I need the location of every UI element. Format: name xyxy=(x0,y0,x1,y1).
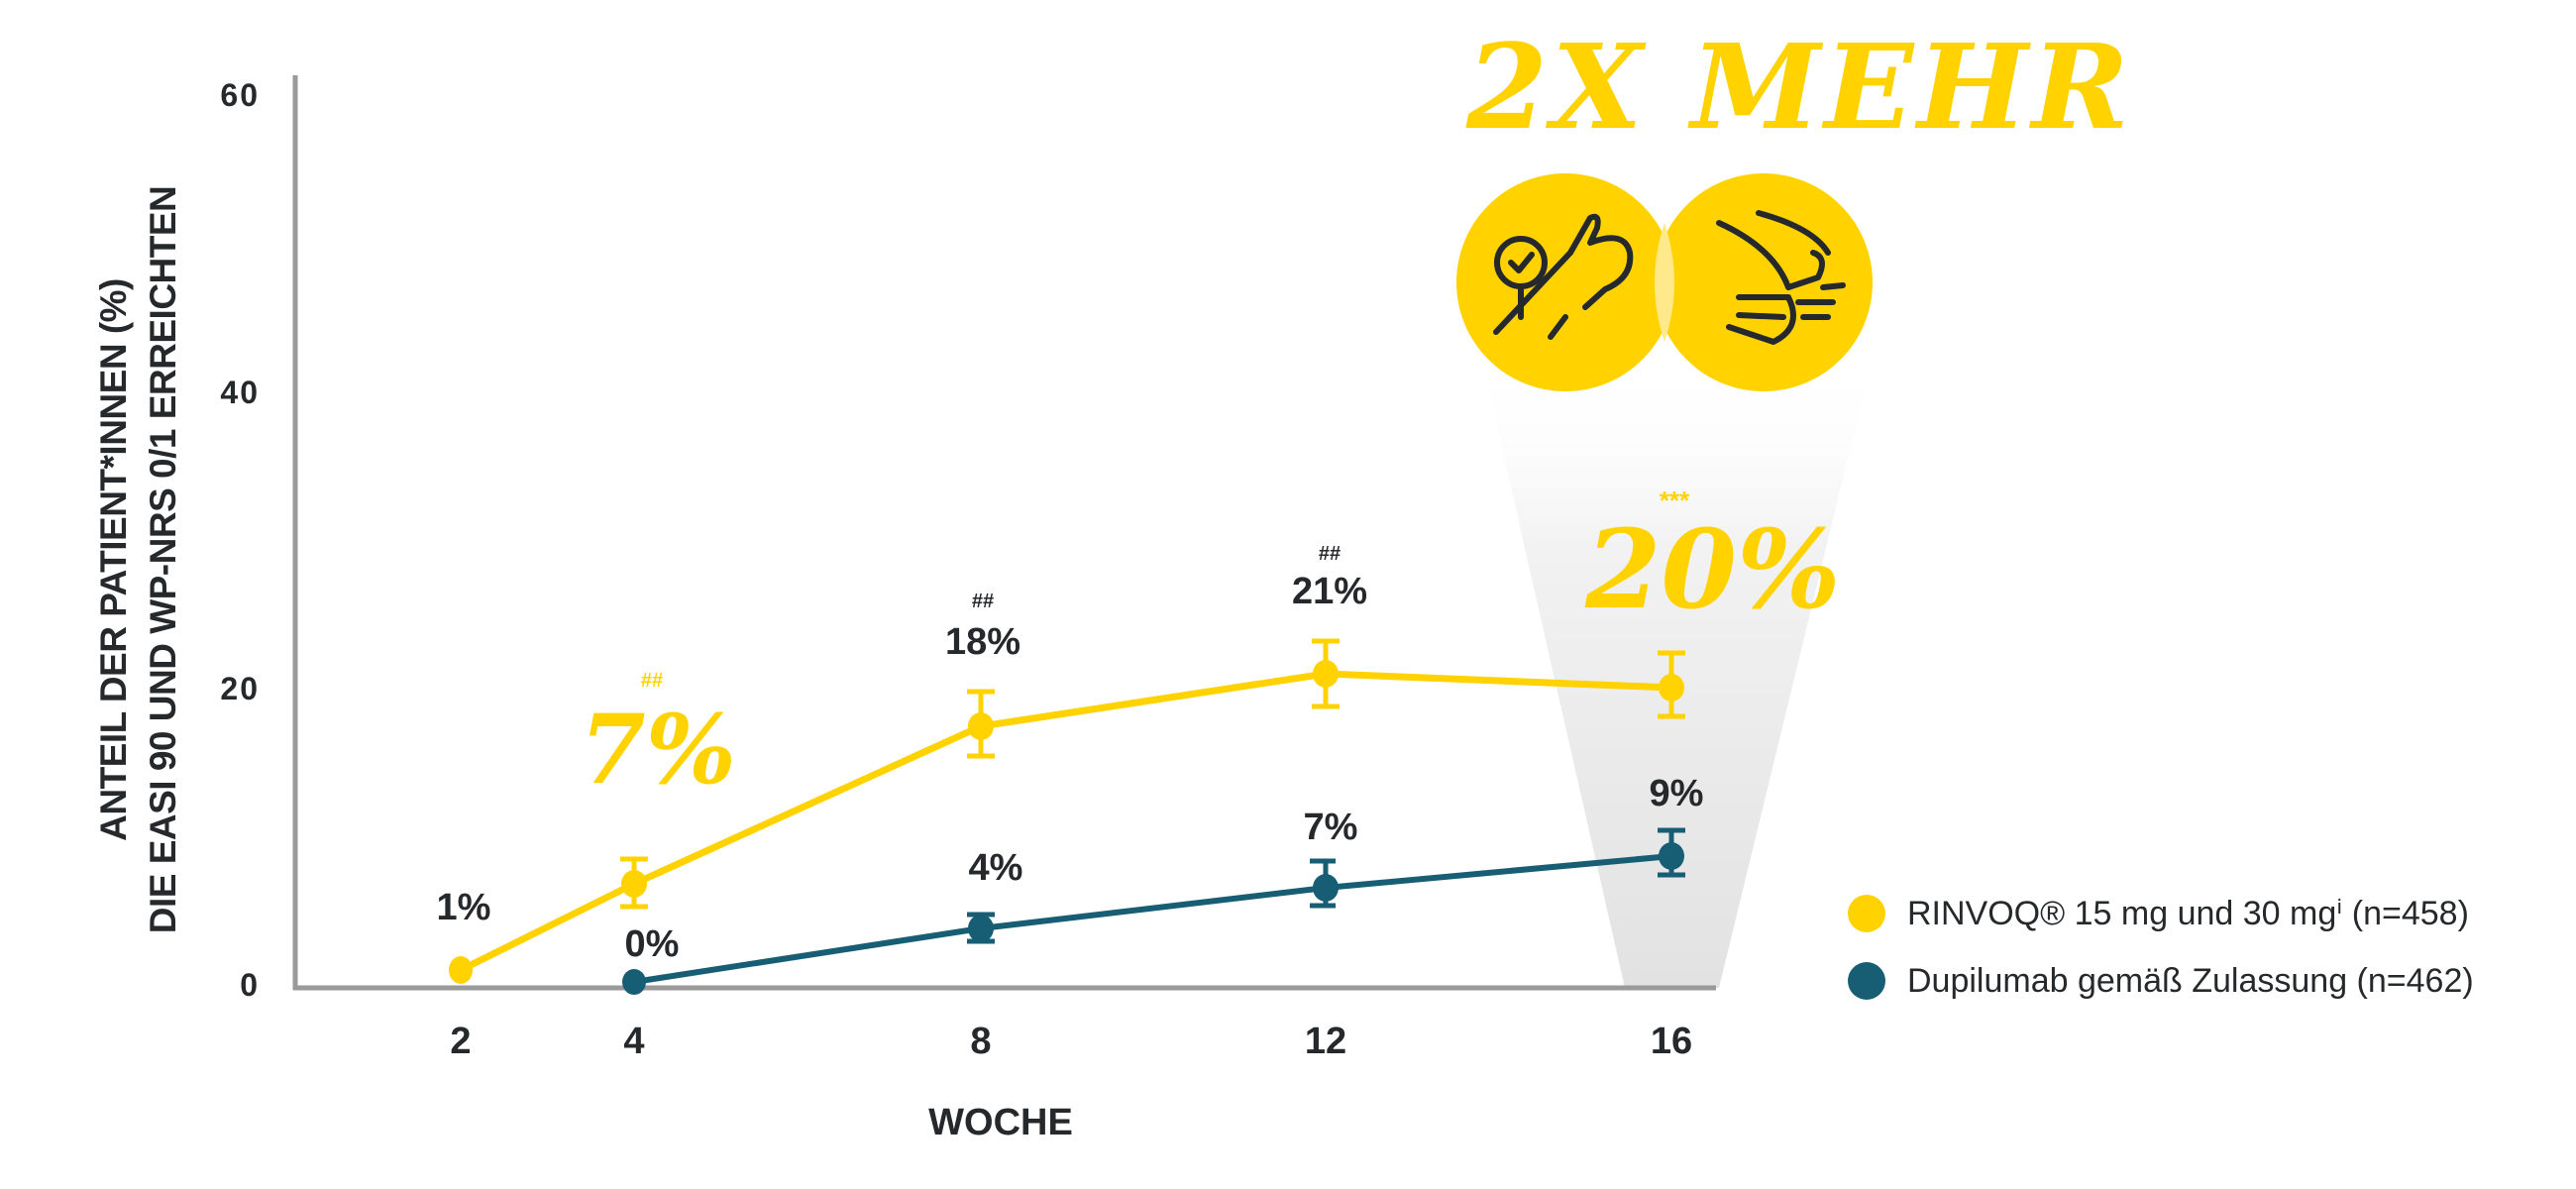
point-rinvoq-w4 xyxy=(621,870,647,898)
y-tick-60: 60 xyxy=(220,77,260,113)
label-dupilumab-w8: 4% xyxy=(968,847,1023,889)
y-axis-title-line2: DIE EASI 90 UND WP-NRS 0/1 ERREICHTEN xyxy=(143,185,183,934)
legend: RINVOQ® 15 mg und 30 mgⁱ (n=458) Dupilum… xyxy=(1848,880,2474,1015)
label-rinvoq-w12: 21% xyxy=(1291,571,1368,612)
point-rinvoq-w8 xyxy=(968,712,994,740)
y-tick-40: 40 xyxy=(220,375,260,410)
sig-rinvoq-w12: ## xyxy=(1318,543,1342,565)
legend-marker-rinvoq xyxy=(1848,895,1885,932)
legend-item-rinvoq: RINVOQ® 15 mg und 30 mgⁱ (n=458) xyxy=(1848,880,2474,947)
label-dupilumab-w16: 9% xyxy=(1649,773,1704,814)
spotlight-beam xyxy=(1481,357,1873,988)
x-tick-12: 12 xyxy=(1304,1021,1347,1062)
series-dupilumab xyxy=(622,827,1685,995)
sig-rinvoq-w4: ## xyxy=(640,670,664,692)
point-dupilumab-w16 xyxy=(1659,842,1684,870)
y-tick-0: 0 xyxy=(240,967,260,1003)
legend-marker-dupilumab xyxy=(1848,962,1885,1000)
label-rinvoq-w16: 20% xyxy=(1585,505,1841,633)
legend-label-dupilumab: Dupilumab gemäß Zulassung (n=462) xyxy=(1907,961,2474,1000)
x-tick-2: 2 xyxy=(450,1021,472,1062)
label-rinvoq-w4: 7% xyxy=(580,694,737,806)
x-axis-title: WOCHE xyxy=(928,1102,1073,1143)
point-dupilumab-w4 xyxy=(622,969,646,995)
label-rinvoq-w8: 18% xyxy=(944,621,1021,663)
itch-relief-hand-icon xyxy=(1493,213,1634,340)
headline-2x-mehr: 2X MEHR xyxy=(1466,18,2133,156)
point-rinvoq-w2 xyxy=(449,956,473,984)
point-dupilumab-w8 xyxy=(968,915,994,942)
label-rinvoq-w2: 1% xyxy=(436,887,491,928)
x-tick-16: 16 xyxy=(1650,1021,1693,1062)
y-axis-title: ANTEIL DER PATIENT*INNEN (%) DIE EASI 90… xyxy=(79,139,198,981)
legend-label-rinvoq: RINVOQ® 15 mg und 30 mgⁱ (n=458) xyxy=(1907,895,2469,932)
point-dupilumab-w12 xyxy=(1313,874,1339,902)
label-dupilumab-w4: 0% xyxy=(624,923,680,965)
y-tick-20: 20 xyxy=(220,671,260,706)
point-rinvoq-w12 xyxy=(1313,660,1339,688)
label-dupilumab-w12: 7% xyxy=(1303,807,1358,848)
series-rinvoq xyxy=(449,638,1685,984)
y-axis-title-line1: ANTEIL DER PATIENT*INNEN (%) xyxy=(93,278,134,841)
legend-item-dupilumab: Dupilumab gemäß Zulassung (n=462) xyxy=(1848,947,2474,1015)
skin-scratching-hand-icon xyxy=(1716,210,1846,345)
sig-rinvoq-w8: ## xyxy=(971,591,995,612)
point-rinvoq-w16 xyxy=(1659,674,1684,702)
headline-badges xyxy=(1456,173,1873,391)
x-tick-4: 4 xyxy=(623,1021,645,1062)
sig-rinvoq-w16: *** xyxy=(1659,486,1690,515)
x-tick-8: 8 xyxy=(970,1021,992,1062)
